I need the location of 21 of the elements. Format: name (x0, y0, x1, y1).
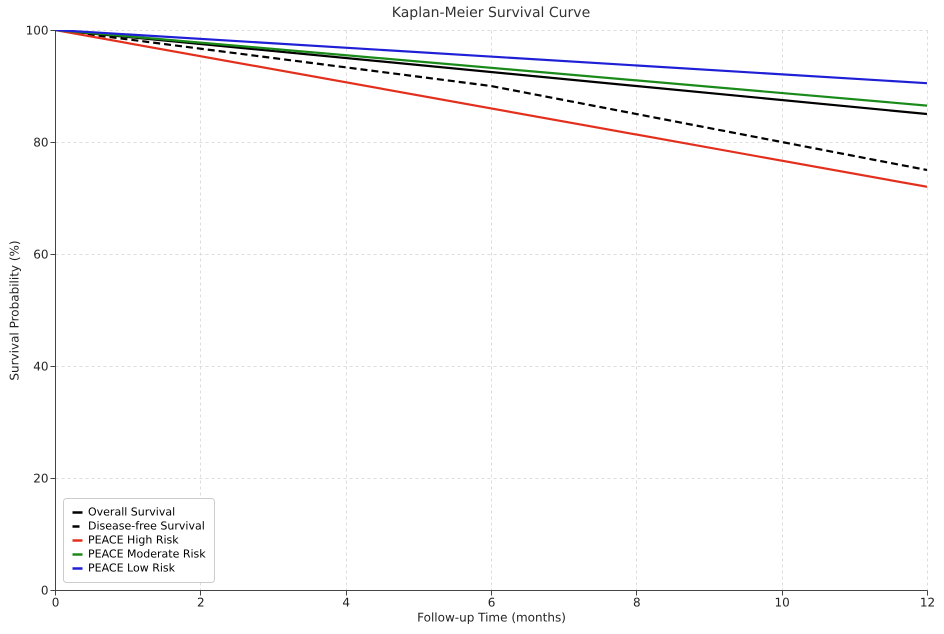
y-tick-label: 60 (33, 248, 48, 262)
y-tick-label: 80 (33, 136, 48, 150)
x-tick-label: 0 (52, 596, 60, 610)
legend-label: PEACE Low Risk (88, 562, 176, 574)
legend-label: Overall Survival (88, 506, 176, 518)
x-axis-title: Follow-up Time (months) (417, 610, 566, 624)
legend-label: PEACE High Risk (88, 534, 180, 546)
y-tick-label: 100 (26, 24, 48, 38)
legend-label: PEACE Moderate Risk (88, 548, 206, 560)
legend-label: Disease-free Survival (88, 520, 205, 532)
y-tick-label: 40 (33, 360, 48, 374)
chart-title: Kaplan-Meier Survival Curve (392, 5, 590, 21)
x-tick-label: 8 (633, 596, 641, 610)
x-tick-label: 6 (488, 596, 496, 610)
x-tick-label: 2 (197, 596, 205, 610)
y-tick-label: 0 (40, 584, 48, 598)
x-tick-label: 12 (920, 596, 936, 610)
x-tick-label: 4 (342, 596, 350, 610)
y-axis-title: Survival Probability (%) (8, 240, 22, 381)
y-tick-label: 20 (33, 472, 48, 486)
x-tick-label: 10 (774, 596, 790, 610)
